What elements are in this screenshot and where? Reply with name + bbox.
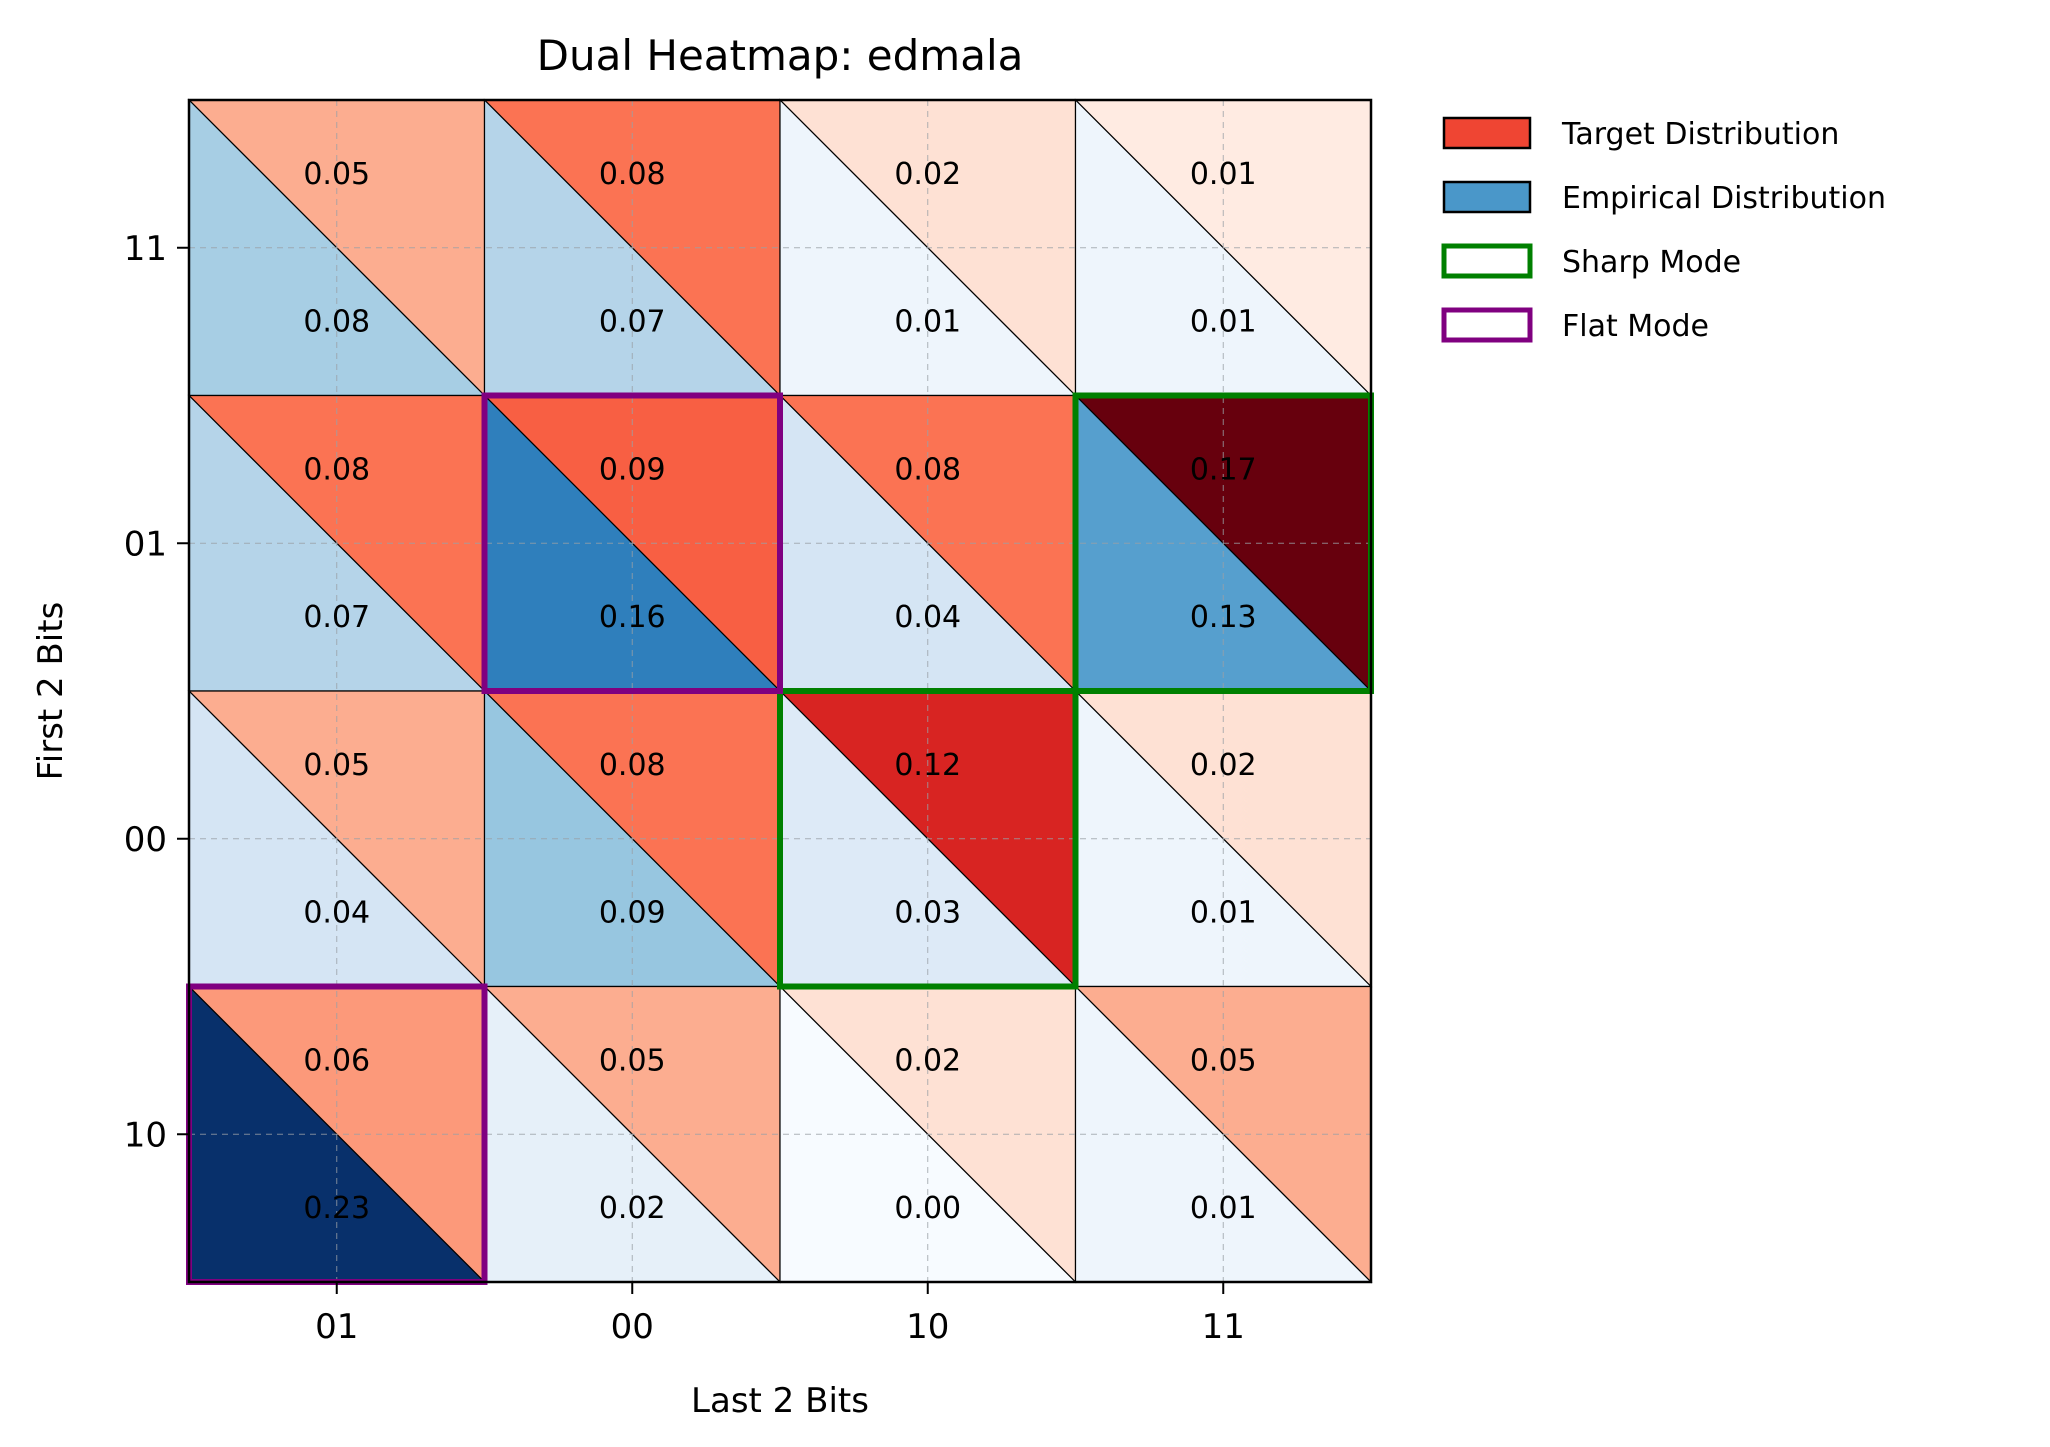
- legend-label: Target Distribution: [1561, 117, 1839, 152]
- x-tick-label: 11: [1202, 1307, 1245, 1347]
- target-value-label: 0.08: [599, 157, 666, 192]
- legend-label: Flat Mode: [1562, 309, 1709, 344]
- x-axis-ticks: 01 00 10 11: [315, 1282, 1245, 1347]
- x-tick-label: 01: [315, 1307, 358, 1347]
- target-value-label: 0.05: [303, 748, 370, 783]
- empirical-value-label: 0.09: [599, 896, 666, 931]
- target-value-label: 0.08: [894, 452, 961, 487]
- target-value-label: 0.12: [894, 748, 961, 783]
- legend-label: Sharp Mode: [1562, 245, 1741, 280]
- legend-label: Empirical Distribution: [1562, 181, 1886, 216]
- empirical-value-label: 0.01: [1190, 305, 1257, 340]
- empirical-value-label: 0.23: [303, 1191, 370, 1226]
- target-value-label: 0.17: [1190, 452, 1257, 487]
- y-tick-label: 10: [124, 1115, 167, 1155]
- target-value-label: 0.05: [303, 157, 370, 192]
- empirical-value-label: 0.03: [894, 896, 961, 931]
- sharp-mode-highlight: [777, 688, 1079, 990]
- chart-title: Dual Heatmap: edmala: [537, 31, 1024, 80]
- target-value-label: 0.05: [599, 1043, 666, 1078]
- value-labels: 0.05 0.08 0.08 0.07 0.02 0.01 0.01 0.01 0.08 0.07…: [303, 157, 1256, 1226]
- empirical-value-label: 0.04: [894, 600, 961, 635]
- target-value-label: 0.08: [303, 452, 370, 487]
- target-value-label: 0.08: [599, 748, 666, 783]
- legend-swatch: [1441, 307, 1533, 343]
- plot-frame: [187, 98, 1373, 1284]
- empirical-value-label: 0.16: [599, 600, 666, 635]
- legend: Target Distribution Empirical Distributio…: [1441, 116, 1886, 344]
- x-tick-label: 00: [611, 1307, 654, 1347]
- y-tick-label: 01: [124, 524, 167, 564]
- target-value-label: 0.09: [599, 452, 666, 487]
- empirical-value-label: 0.02: [599, 1191, 666, 1226]
- target-value-label: 0.06: [303, 1043, 370, 1078]
- target-value-label: 0.02: [1190, 748, 1257, 783]
- empirical-value-label: 0.01: [1190, 896, 1257, 931]
- flat-mode-highlight: [481, 392, 783, 694]
- empirical-value-label: 0.01: [1190, 1191, 1257, 1226]
- empirical-value-label: 0.07: [303, 600, 370, 635]
- empirical-value-label: 0.13: [1190, 600, 1257, 635]
- gridlines: [189, 100, 1371, 1282]
- target-value-label: 0.01: [1190, 157, 1257, 192]
- target-value-label: 0.05: [1190, 1043, 1257, 1078]
- x-tick-label: 10: [906, 1307, 949, 1347]
- empirical-value-label: 0.08: [303, 305, 370, 340]
- y-tick-label: 00: [124, 820, 167, 860]
- x-axis-label: Last 2 Bits: [691, 1381, 869, 1421]
- empirical-value-label: 0.00: [894, 1191, 961, 1226]
- y-axis-label: First 2 Bits: [31, 602, 71, 781]
- target-value-label: 0.02: [894, 1043, 961, 1078]
- y-tick-label: 11: [124, 229, 167, 269]
- y-axis-ticks: 11 01 00 10: [124, 229, 189, 1155]
- empirical-value-label: 0.01: [894, 305, 961, 340]
- empirical-value-label: 0.04: [303, 896, 370, 931]
- legend-swatch: [1442, 180, 1532, 214]
- legend-swatch: [1441, 243, 1533, 279]
- legend-swatch: [1442, 116, 1532, 150]
- empirical-value-label: 0.07: [599, 305, 666, 340]
- target-value-label: 0.02: [894, 157, 961, 192]
